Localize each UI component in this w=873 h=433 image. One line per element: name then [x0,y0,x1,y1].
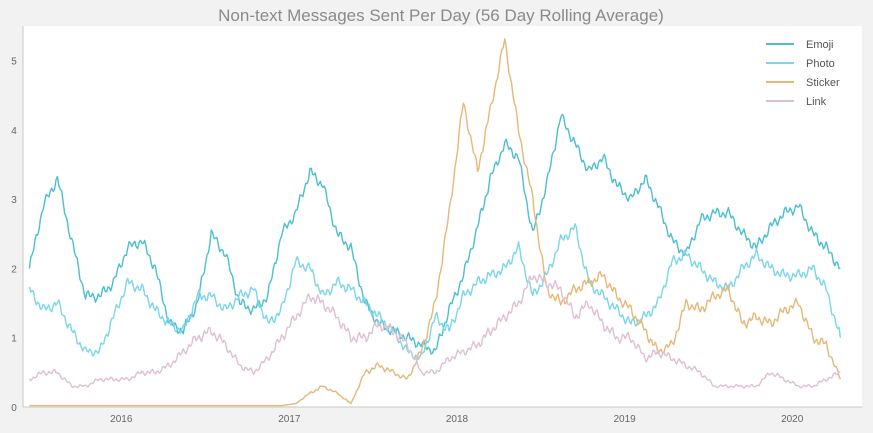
series-line-link [28,273,841,389]
series-layer [28,38,842,407]
legend-label-sticker[interactable]: Sticker [806,77,840,89]
x-tick-label: 2017 [278,414,301,425]
y-tick-labels: 0 1 2 3 4 5 [11,57,17,414]
legend-label-link[interactable]: Link [806,96,827,108]
plot-area [23,26,862,407]
series-line-emoji [28,113,841,355]
series-line-photo [28,223,842,360]
x-tick-label: 2019 [613,414,636,425]
y-tick-label: 0 [11,403,17,414]
y-tick-label: 4 [11,126,17,137]
series-line-sticker [29,38,842,407]
x-tick-label: 2018 [446,414,469,425]
chart-title: Non-text Messages Sent Per Day (56 Day R… [218,6,664,25]
y-tick-label: 3 [11,195,17,206]
x-tick-labels: 2016 2017 2018 2019 2020 [110,414,804,425]
legend-label-photo[interactable]: Photo [806,58,835,70]
legend[interactable]: Emoji Photo Sticker Link [766,39,840,108]
y-tick-label: 2 [11,264,17,275]
y-tick-label: 1 [11,334,17,345]
x-tick-label: 2020 [781,414,804,425]
x-tick-label: 2016 [110,414,133,425]
legend-label-emoji[interactable]: Emoji [806,39,834,51]
y-tick-label: 5 [11,57,17,68]
